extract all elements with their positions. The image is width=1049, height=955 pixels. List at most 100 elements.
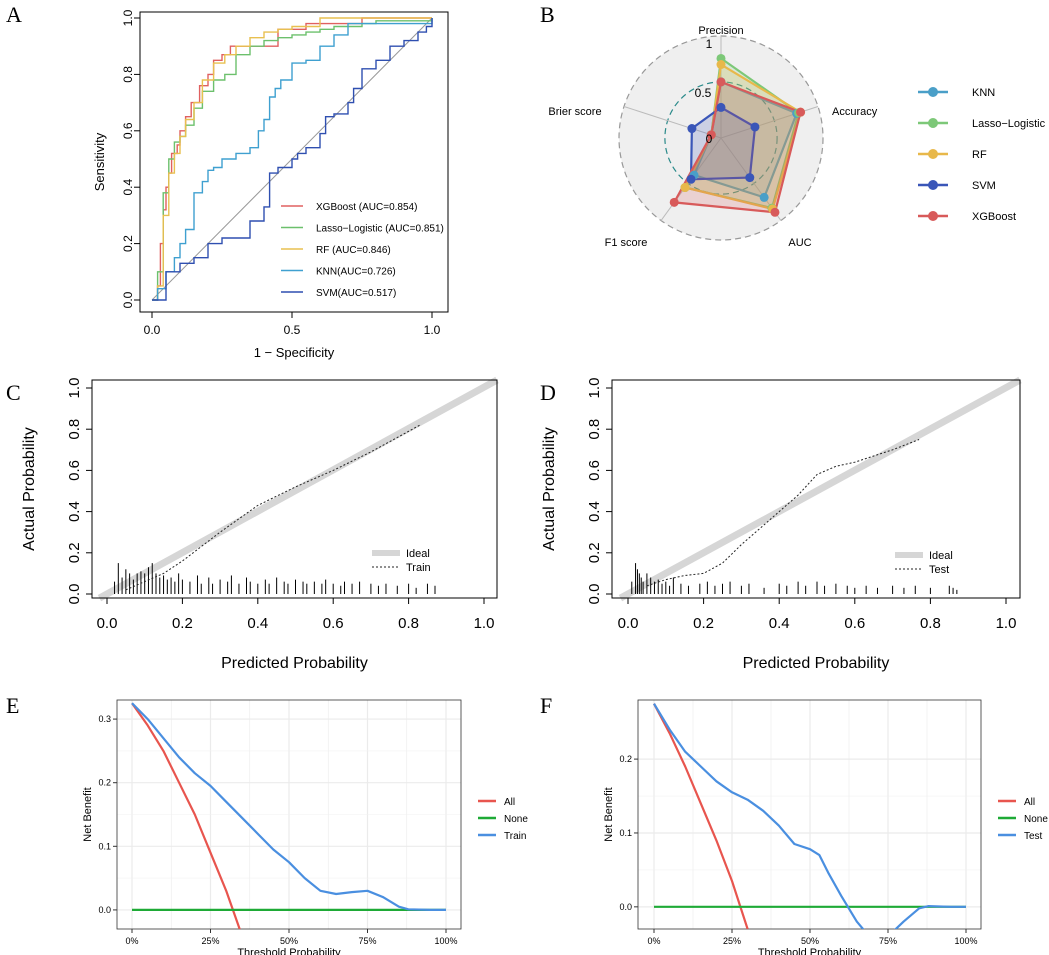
- calib-legend-label: Train: [406, 562, 431, 574]
- radar-ring-label: 0: [706, 132, 713, 146]
- calib-ylabel: Actual Probability: [21, 427, 38, 551]
- calib-xtick-label: 0.0: [618, 615, 639, 632]
- radar-point: [716, 102, 726, 112]
- dca-xtick-label: 75%: [879, 936, 897, 946]
- calib-xtick-label: 0.2: [693, 615, 714, 632]
- calib-ytick-label: 0.8: [586, 419, 603, 440]
- roc-ytick-label: 0.2: [121, 235, 135, 252]
- dca-xlabel: Threshold Probability: [758, 947, 862, 955]
- dca-xtick-label: 50%: [801, 936, 819, 946]
- dca-xtick-label: 100%: [954, 936, 977, 946]
- roc-ylabel: Sensitivity: [92, 132, 107, 191]
- radar-point: [686, 174, 696, 184]
- dca-ytick-label: 0.1: [619, 828, 632, 838]
- radar-point: [716, 77, 726, 87]
- radar-ring-label: 1: [706, 37, 713, 51]
- calib-ytick-label: 0.2: [66, 542, 83, 563]
- radar-point: [759, 192, 769, 202]
- radar-area-xgboost: [672, 80, 802, 214]
- radar-legend-label: RF: [972, 149, 987, 161]
- radar-legend-label: XGBoost: [972, 211, 1016, 223]
- roc-legend-label: Lasso−Logistic (AUC=0.851): [316, 224, 444, 235]
- roc-ytick-label: 0.6: [121, 122, 135, 139]
- radar-point: [716, 60, 726, 70]
- calib-ytick-label: 1.0: [586, 378, 603, 399]
- dca-legend-label: None: [1024, 814, 1048, 825]
- roc-xtick-label: 0.0: [144, 323, 161, 337]
- radar-point: [680, 183, 690, 193]
- radar-axis-label: F1 score: [605, 237, 648, 249]
- panel-label-B: B: [540, 2, 555, 27]
- dca-ytick-label: 0.0: [98, 905, 111, 915]
- calib-ytick-label: 0.0: [586, 584, 603, 605]
- dca-xtick-label: 25%: [201, 936, 219, 946]
- calib-legend-label: Ideal: [929, 550, 953, 562]
- radar-area-svm: [689, 106, 757, 181]
- roc-line-knn: [152, 18, 433, 301]
- calib-xtick-label: 0.8: [920, 615, 941, 632]
- radar-axis-label: Precision: [698, 25, 743, 37]
- dca-legend-label: All: [1024, 797, 1035, 808]
- roc-xlabel: 1 − Specificity: [254, 345, 335, 360]
- radar-axis-label: Brier score: [548, 106, 601, 118]
- dca-line-all: [653, 703, 749, 929]
- panel-label-D: D: [540, 380, 556, 405]
- calib-xtick-label: 0.8: [398, 615, 419, 632]
- dca-line-train: [131, 702, 446, 912]
- radar-axis-label: AUC: [788, 237, 811, 249]
- roc-frame: [139, 11, 449, 313]
- roc-line-rf: [152, 17, 432, 301]
- calibration-train-chart: 0.0 0.2 0.4 0.6 0.8 1.0 0.0 0.2 0.4 0.6 0.8 1.0 Pred…: [21, 376, 499, 672]
- dca-legend-label: All: [504, 797, 515, 808]
- calib-ytick-label: 0.2: [586, 542, 603, 563]
- calib-ytick-label: 0.8: [66, 419, 83, 440]
- dca-xtick-label: 25%: [723, 936, 741, 946]
- roc-legend-label: XGBoost (AUC=0.854): [316, 202, 417, 213]
- radar-spoke: [623, 106, 722, 139]
- dca-legend-label: None: [504, 814, 528, 825]
- calib-ylabel: Actual Probability: [541, 427, 558, 551]
- radar-chart: 1 0.5 0 Precision Accuracy AUC F1 score Brier s…: [548, 25, 1045, 249]
- calib-ytick-label: 0.0: [66, 584, 83, 605]
- dca-xtick-label: 75%: [358, 936, 376, 946]
- radar-legend-dot: [928, 87, 938, 97]
- dca-ylabel: Net Benefit: [603, 787, 615, 841]
- radar-legend-label: SVM: [972, 180, 996, 192]
- radar-point: [750, 122, 760, 132]
- calib-xtick-label: 1.0: [996, 615, 1017, 632]
- calib-curve: [125, 424, 421, 591]
- dca-xtick-label: 100%: [434, 936, 457, 946]
- calib-ytick-label: 0.4: [66, 501, 83, 522]
- dca-ytick-label: 0.2: [98, 778, 111, 788]
- dca-xtick-label: 50%: [280, 936, 298, 946]
- radar-legend-dot: [928, 149, 938, 159]
- dca-xtick-label: 0%: [125, 936, 138, 946]
- calib-frame: [611, 379, 1021, 599]
- radar-point: [706, 130, 716, 140]
- dca-xlabel: Threshold Probability: [237, 947, 341, 955]
- calib-xlabel: Predicted Probability: [743, 655, 890, 672]
- calib-xlabel: Predicted Probability: [221, 655, 368, 672]
- roc-ytick-label: 1.0: [121, 9, 135, 26]
- roc-line-svm: [152, 18, 433, 301]
- dca-legend-label: Train: [504, 831, 526, 842]
- roc-xtick-label: 1.0: [424, 323, 441, 337]
- dca-ytick-label: 0.1: [98, 841, 111, 851]
- calib-xtick-label: 1.0: [474, 615, 495, 632]
- calib-ytick-label: 0.4: [586, 501, 603, 522]
- radar-legend-dot: [928, 118, 938, 128]
- roc-chart: 0.0 0.5 1.0 0.0 0.2 0.4 0.6 0.8 1.0 1 − Specifici…: [92, 9, 449, 360]
- radar-point: [745, 173, 755, 183]
- calib-ideal-line: [618, 376, 1022, 602]
- calib-xtick-label: 0.6: [844, 615, 865, 632]
- calib-ideal-line: [97, 376, 499, 602]
- calib-xtick-label: 0.4: [247, 615, 268, 632]
- roc-legend-label: KNN(AUC=0.726): [316, 267, 396, 278]
- calib-legend-label: Ideal: [406, 548, 430, 560]
- calib-ytick-label: 1.0: [66, 378, 83, 399]
- dca-test-chart: 0% 25% 50% 75% 100% 0.0 0.1 0.2 Threshold Probab…: [603, 699, 1048, 955]
- roc-legend-label: RF (AUC=0.846): [316, 245, 391, 256]
- calibration-test-chart: 0.0 0.2 0.4 0.6 0.8 1.0 0.0 0.2 0.4 0.6 0.8 1.0 Pred…: [541, 376, 1022, 672]
- calib-frame: [91, 379, 498, 599]
